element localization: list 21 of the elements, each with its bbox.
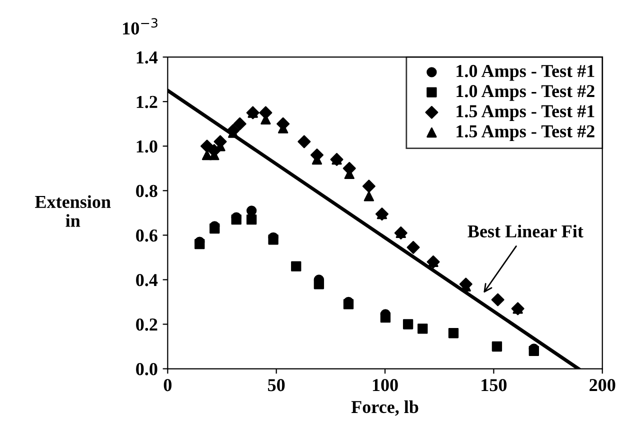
x-tick-label: 200 [590,379,616,392]
annotation: Best Linear Fit [468,224,584,238]
y-tick-label: 1.4 [136,51,158,64]
legend-label: 1.0 Amps - Test #1 [456,64,594,81]
legend-label: 1.5 Amps - Test #2 [456,125,594,142]
x-tick-label: 100 [372,379,398,392]
x-tick-label: 0 [164,379,172,392]
x-tick-label: 150 [482,379,507,392]
y-tick-label: 1.0 [136,140,158,153]
y-axis-title: Extension in [35,195,111,227]
x-tick-label: 50 [268,379,285,392]
legend-label: 1.0 Amps - Test #2 [456,85,594,101]
y-tick-label: 0.2 [136,318,158,331]
x-axis-title: Force, lb [351,400,418,416]
y-tick-label: 0.6 [136,229,158,242]
text: 10$^{−3}$ [123,18,158,35]
y-tick-label: 0.8 [136,184,158,198]
legend-label: 1.5 Amps - Test #1 [456,105,594,121]
y-tick-label: 1.2 [136,96,158,108]
y-tick-label: 0.0 [136,363,158,376]
y-tick-label: 0.4 [136,274,158,286]
